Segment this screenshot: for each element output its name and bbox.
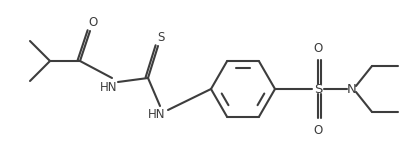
Text: HN: HN bbox=[148, 109, 166, 122]
Text: S: S bbox=[157, 30, 165, 43]
Text: HN: HN bbox=[100, 80, 118, 94]
Text: O: O bbox=[313, 123, 323, 137]
Text: S: S bbox=[314, 82, 322, 95]
Text: O: O bbox=[88, 15, 97, 28]
Text: O: O bbox=[313, 42, 323, 55]
Text: N: N bbox=[347, 82, 357, 95]
